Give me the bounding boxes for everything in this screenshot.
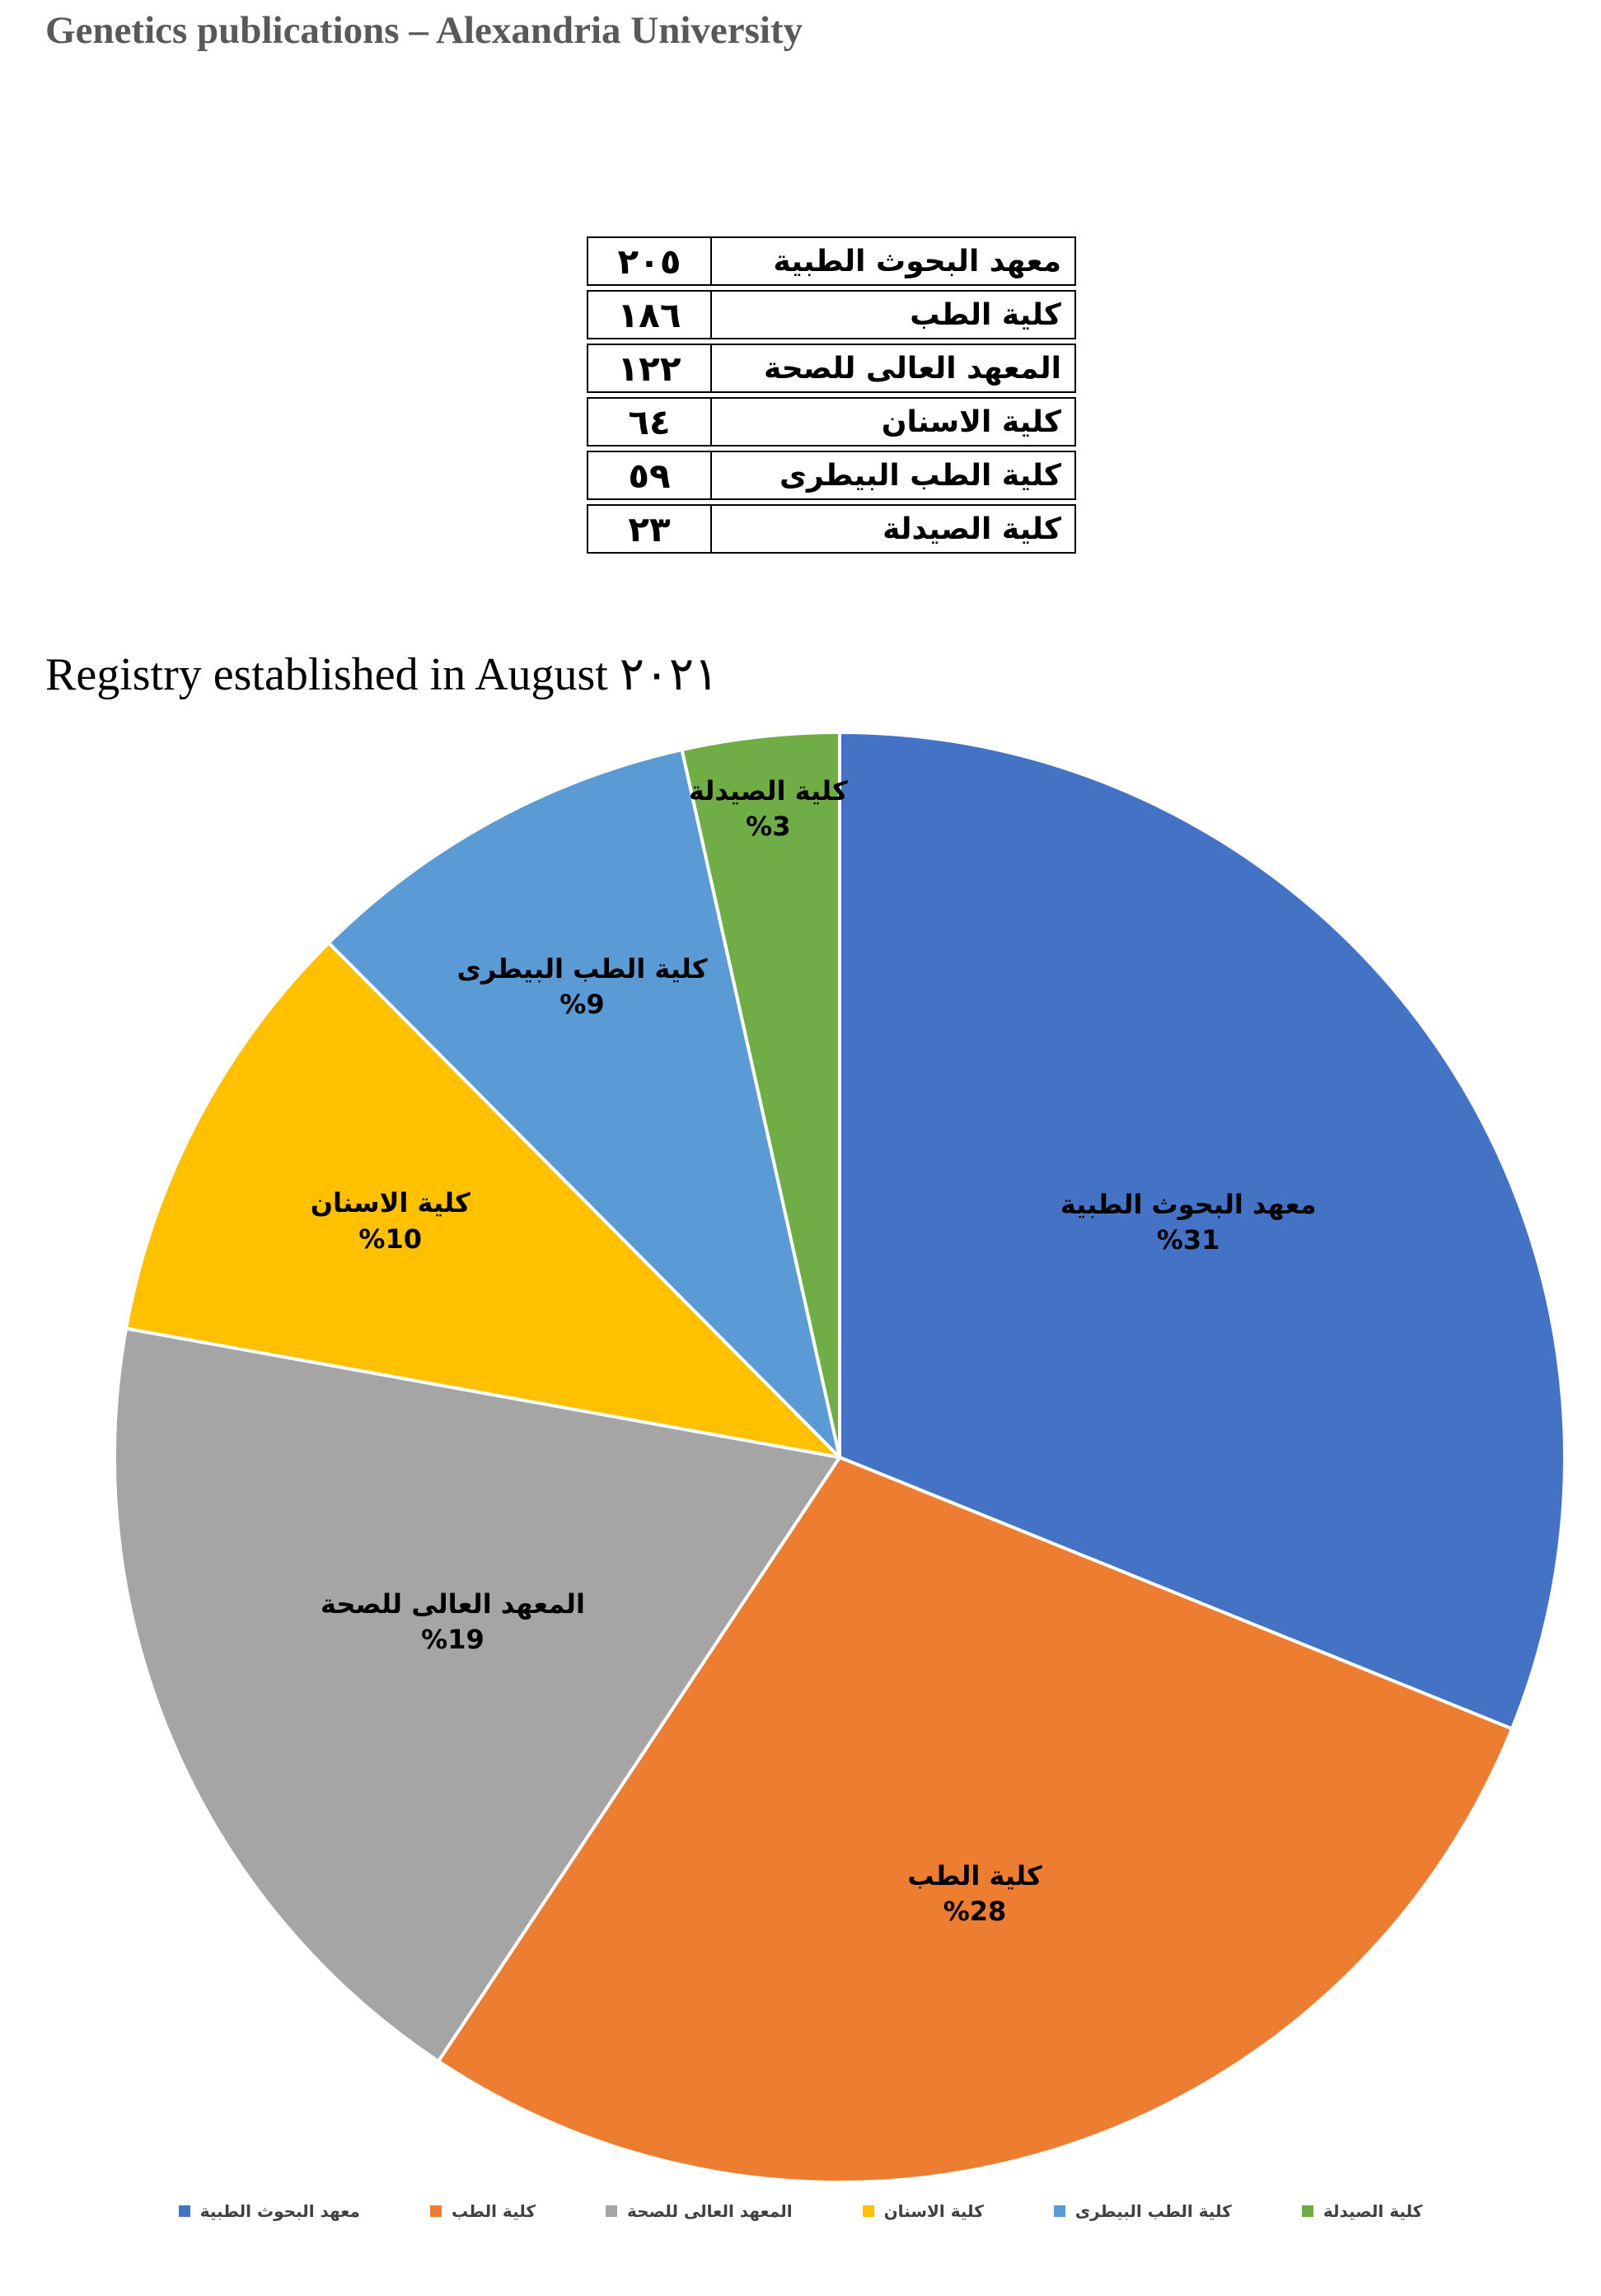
legend-label: كلية الاسنان [883,2201,984,2221]
pie-label-percent: %10 [358,1223,422,1255]
table-cell-name: كلية الطب البيطرى [712,451,1076,500]
table-cell-name: معهد البحوث الطبية [712,236,1076,286]
legend-swatch-icon [1053,2205,1065,2217]
pie-label-name: كلية الطب البيطرى [456,952,708,984]
pie-label-5: كلية الصيدلة %3 [689,774,848,844]
legend-label: معهد البحوث الطبية [199,2201,360,2221]
table-row: ٦٤ كلية الاسنان [587,397,1076,447]
legend-label: كلية الطب [451,2201,536,2221]
legend-swatch-icon [862,2205,874,2217]
table-cell-name: كلية الاسنان [712,397,1076,447]
table-row: ٥٩ كلية الطب البيطرى [587,451,1076,500]
publications-table: ٢٠٥ معهد البحوث الطبية ١٨٦ كلية الطب ١٢٢ المع… [587,232,1076,558]
table-cell-name: المعهد العالى للصحة [712,344,1076,393]
table-cell-value: ٥٩ [587,451,712,500]
legend-swatch-icon [606,2205,618,2217]
registry-note: Registry established in August ٢٠٢١ [45,649,719,700]
pie-label-percent: %3 [746,810,791,842]
table-row: ٢٣ كلية الصيدلة [587,504,1076,554]
pie-slice-2 [113,1326,841,2063]
pie-slice-5 [680,731,841,1459]
legend-swatch-icon [1301,2205,1313,2217]
legend-item-1: كلية الطب [429,2201,536,2221]
table-cell-value: ٢٠٥ [587,236,712,286]
publications-table-body: ٢٠٥ معهد البحوث الطبية ١٨٦ كلية الطب ١٢٢ المع… [587,236,1076,554]
pie-slice-4 [326,748,841,1459]
table-cell-name: كلية الطب [712,290,1076,339]
pie-label-1: كلية الطب %28 [907,1858,1042,1929]
legend-item-3: كلية الاسنان [862,2201,984,2221]
pie-label-4: كلية الطب البيطرى %9 [456,952,707,1022]
pie-slice-1 [437,1456,1514,2184]
legend-label: كلية الطب البيطرى [1074,2201,1232,2221]
table-cell-value: ٢٣ [587,504,712,554]
chart-legend: معهد البحوث الطبية كلية الطب المعهد العالى… [0,2201,1601,2221]
pie-chart-canvas [113,731,1566,2184]
legend-item-2: المعهد العالى للصحة [606,2201,793,2221]
pie-slice-3 [124,941,841,1459]
pie-label-percent: %31 [1156,1223,1220,1256]
pie-label-2: المعهد العالى للصحة %19 [321,1587,585,1658]
legend-swatch-icon [178,2205,190,2217]
table-row: ٢٠٥ معهد البحوث الطبية [587,236,1076,286]
legend-item-4: كلية الطب البيطرى [1053,2201,1232,2221]
page-title: Genetics publications – Alexandria Unive… [45,9,803,52]
pie-label-name: معهد البحوث الطبية [1060,1188,1317,1220]
pie-slice-0 [838,731,1566,1731]
legend-item-0: معهد البحوث الطبية [178,2201,360,2221]
legend-swatch-icon [429,2205,442,2217]
pie-label-percent: %9 [559,988,605,1020]
pie-label-name: كلية الصيدلة [688,774,848,807]
table-cell-value: ١٢٢ [587,344,712,393]
legend-label: كلية الصيدلة [1322,2201,1423,2221]
pie-label-percent: %19 [421,1624,485,1656]
table-row: ١٨٦ كلية الطب [587,290,1076,339]
pie-label-0: معهد البحوث الطبية %31 [1060,1186,1317,1257]
pie-chart: معهد البحوث الطبية %31 كلية الطب %28 المعهد … [98,716,1581,2199]
table-cell-value: ١٨٦ [587,290,712,339]
table-row: ١٢٢ المعهد العالى للصحة [587,344,1076,393]
pie-label-name: كلية الاسنان [310,1187,470,1219]
table-cell-value: ٦٤ [587,397,712,447]
pie-label-name: المعهد العالى للصحة [320,1588,585,1620]
pie-label-name: كلية الطب [907,1859,1042,1892]
legend-label: المعهد العالى للصحة [627,2201,793,2221]
legend-item-5: كلية الصيدلة [1301,2201,1423,2221]
table-cell-name: كلية الصيدلة [712,504,1076,554]
pie-label-percent: %28 [943,1895,1007,1927]
pie-label-3: كلية الاسنان %10 [311,1185,470,1256]
